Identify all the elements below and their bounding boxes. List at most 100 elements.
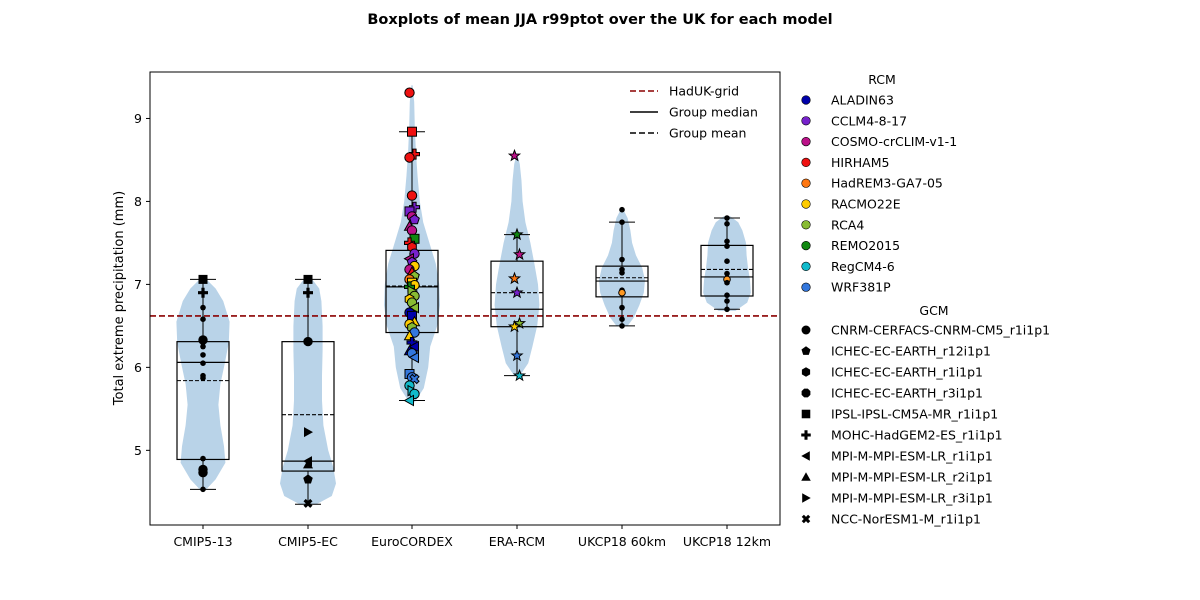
- data-point: [404, 152, 415, 163]
- violin-0: [176, 279, 230, 490]
- rcm-legend-label: CCLM4-8-17: [831, 113, 907, 128]
- rcm-legend-swatch: [801, 157, 811, 167]
- y-axis-label: Total extreme precipitation (mm): [112, 191, 127, 406]
- data-point: [303, 274, 313, 284]
- data-point: [404, 87, 415, 98]
- data-point: [198, 287, 208, 298]
- points-1: [303, 274, 313, 508]
- rcm-legend-label: HadREM3-GA7-05: [831, 176, 943, 191]
- data-point: [510, 348, 524, 362]
- gcm-legend-label: CNRM-CERFACS-CNRM-CM5_r1i1p1: [831, 323, 1050, 338]
- points-0: [198, 274, 208, 493]
- points-4: [618, 206, 626, 329]
- data-point: [619, 316, 625, 322]
- y-tick-label: 5: [134, 443, 142, 458]
- data-point: [512, 247, 527, 261]
- rcm-legend-label: COSMO-crCLIM-v1-1: [831, 134, 957, 149]
- data-point: [303, 474, 313, 484]
- rcm-legend-title: RCM: [868, 72, 896, 87]
- data-point: [619, 206, 625, 213]
- data-point: [408, 351, 419, 364]
- gcm-legend-swatch: [801, 367, 811, 377]
- data-point: [724, 221, 730, 227]
- rcm-legend-label: RCA4: [831, 217, 864, 232]
- legend-line-label: Group median: [669, 105, 758, 120]
- data-point: [200, 455, 206, 462]
- data-point: [303, 336, 313, 347]
- legend-line-label: Group mean: [669, 126, 746, 141]
- data-point: [403, 394, 414, 407]
- gcm-legend-swatch: [801, 472, 811, 481]
- gcm-legend-label: ICHEC-EC-EARTH_r3i1p1: [831, 386, 983, 401]
- data-point: [200, 339, 206, 346]
- x-tick-label: CMIP5-EC: [278, 534, 338, 549]
- data-point: [200, 316, 206, 322]
- data-point: [724, 238, 730, 245]
- data-point: [200, 343, 206, 350]
- rcm-legend-swatch: [801, 261, 811, 272]
- plot-area: 5 6 7 8 9 CMIP5-13 CMIP5-EC EuroCORDEX ERA-RCM UK…: [134, 71, 781, 549]
- data-point: [619, 304, 625, 311]
- data-point: [200, 375, 206, 381]
- gcm-legend-swatch: [801, 409, 811, 419]
- data-point: [303, 287, 313, 298]
- rcm-legend-label: REMO2015: [831, 238, 900, 253]
- rcm-legend-label: RACMO22E: [831, 197, 901, 212]
- x-tick-label: EuroCORDEX: [371, 534, 453, 549]
- rcm-legend-label: HIRHAM5: [831, 155, 889, 170]
- points-3: [507, 148, 527, 382]
- data-point: [510, 227, 524, 241]
- gcm-legend-label: NCC-NorESM1-M_r1i1p1: [831, 512, 981, 527]
- data-point: [724, 243, 730, 249]
- rcm-legend-swatch: [801, 220, 811, 230]
- x-tick-label: ERA-RCM: [489, 534, 545, 549]
- gcm-legend-swatch: [801, 346, 811, 355]
- x-tick-label: CMIP5-13: [173, 534, 232, 549]
- gcm-legend-swatch: [801, 514, 811, 524]
- rcm-legend-swatch: [801, 95, 811, 105]
- data-point: [198, 274, 208, 284]
- data-point: [198, 468, 208, 478]
- gcm-legend-label: ICHEC-EC-EARTH_r1i1p1: [831, 365, 983, 380]
- data-point: [619, 256, 625, 263]
- data-point: [724, 258, 730, 264]
- data-point: [510, 285, 524, 299]
- violin-3: [494, 155, 540, 376]
- violin-1: [280, 279, 336, 505]
- rcm-legend-label: WRF381P: [831, 280, 891, 295]
- data-point: [200, 304, 206, 311]
- data-point: [200, 352, 206, 358]
- gcm-legend-label: MPI-M-MPI-ESM-LR_r3i1p1: [831, 491, 993, 506]
- legend-line-label: HadUK-grid: [669, 84, 739, 99]
- data-point: [619, 323, 625, 329]
- data-point: [507, 271, 522, 285]
- rcm-legend-label: ALADIN63: [831, 93, 894, 108]
- data-point: [618, 288, 626, 297]
- points-2: [403, 87, 421, 407]
- data-point: [406, 190, 418, 201]
- gcm-legend-label: MPI-M-MPI-ESM-LR_r2i1p1: [831, 470, 993, 485]
- x-tick-label: UKCP18 60km: [578, 534, 666, 549]
- data-point: [724, 279, 730, 286]
- chart-title: Boxplots of mean JJA r99ptot over the UK…: [367, 12, 832, 28]
- data-point: [200, 360, 206, 366]
- y-tick-label: 7: [134, 277, 142, 292]
- gcm-legend-swatch: [801, 430, 811, 440]
- gcm-legend-title: GCM: [919, 303, 948, 318]
- data-point: [724, 306, 730, 313]
- points-5: [723, 215, 731, 313]
- rcm-legend-swatch: [801, 282, 811, 292]
- data-point: [507, 319, 522, 333]
- rcm-legend-swatch: [801, 116, 811, 126]
- gcm-legend-label: ICHEC-EC-EARTH_r12i1p1: [831, 344, 991, 359]
- rcm-legend-swatch: [801, 241, 811, 251]
- data-point: [724, 298, 730, 304]
- data-point: [724, 292, 730, 298]
- rcm-legend-swatch: [801, 178, 811, 188]
- data-point: [724, 215, 730, 221]
- plot-background: [150, 72, 780, 525]
- gcm-legend-label: MOHC-HadGEM2-ES_r1i1p1: [831, 428, 1003, 443]
- data-point: [407, 126, 417, 137]
- y-tick-label: 8: [134, 194, 142, 209]
